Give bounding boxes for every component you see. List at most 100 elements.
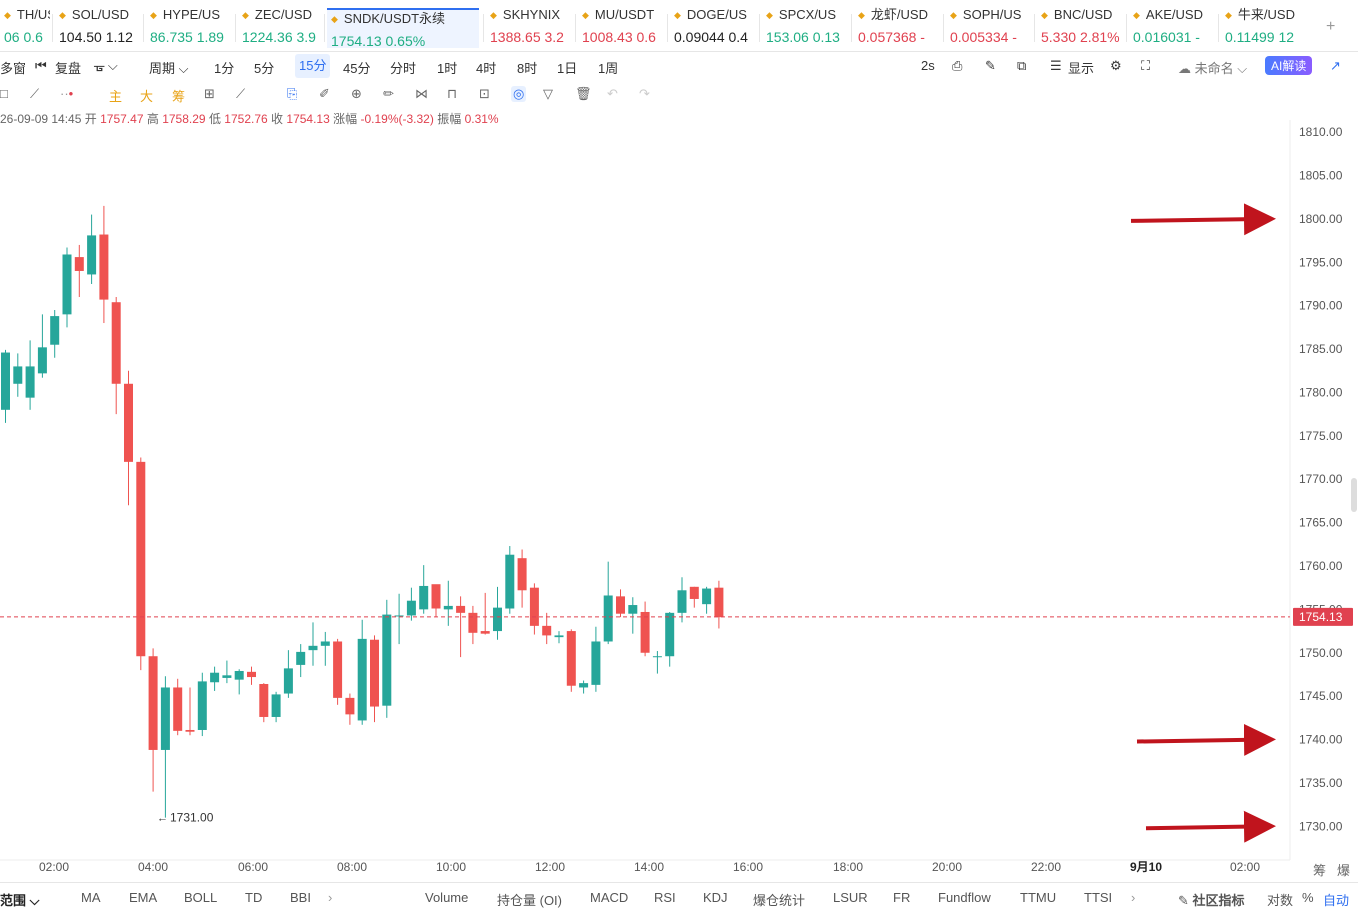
range-selector[interactable]: 范围 ⌵ — [0, 893, 40, 908]
community-indicators-button[interactable]: ✎ 社区指标 — [1178, 893, 1245, 908]
candlestick-chart[interactable]: 1810.00 1805.00 1800.00 1795.00 1790.00 1785.… — [0, 120, 1358, 880]
refresh-rate[interactable]: 2s — [921, 58, 935, 73]
sub-indicator-tab[interactable]: LSUR — [833, 890, 868, 905]
candle-body — [13, 366, 23, 384]
sub-indicator-tab[interactable]: MACD — [590, 890, 629, 905]
ticker-item[interactable]: ◆ SOPH/US 0.005334 - — [946, 6, 1031, 48]
main-indicator-tab[interactable]: EMA — [129, 890, 158, 905]
period-option[interactable]: 1周 — [598, 61, 619, 76]
sub-indicator-tab[interactable]: TTMU — [1020, 890, 1057, 905]
cloud-layout[interactable]: ☁ 未命名 ⌵ — [1178, 61, 1248, 76]
ticker-item[interactable]: ◆ MU/USDT 1008.43 0.6 — [578, 6, 663, 48]
camera-icon[interactable]: ⎙ — [952, 58, 963, 73]
sub-indicator-tab[interactable]: Fundflow — [938, 890, 991, 905]
period-menu[interactable]: 周期 ⌵ — [149, 61, 189, 76]
period-option[interactable]: 1时 — [437, 61, 458, 76]
chip-toggle[interactable]: 筹 — [172, 89, 186, 104]
main-chart-toggle[interactable]: 主 — [109, 89, 123, 104]
multi-window-button[interactable]: 多窗 — [0, 61, 27, 76]
share-icon[interactable]: ↗ — [1330, 58, 1341, 73]
period-option[interactable]: 4时 — [476, 61, 497, 76]
price-tick-label: 1790.00 — [1299, 299, 1343, 313]
ai-interpret-button[interactable]: AI解读 — [1265, 56, 1313, 75]
chip-corner-label[interactable]: 筹 — [1313, 863, 1327, 878]
rect-icon[interactable]: □ — [0, 86, 8, 101]
calc-icon[interactable]: ⊞ — [204, 86, 215, 101]
sub-indicator-tab[interactable]: 持仓量 (OI) — [497, 893, 562, 908]
zoom-icon[interactable]: ⊕ — [351, 86, 362, 101]
log-scale-toggle[interactable]: 对数 — [1267, 893, 1294, 908]
sub-indicator-tab[interactable]: Volume — [425, 890, 469, 905]
ruler-icon[interactable]: ✐ — [319, 86, 330, 101]
ticker-divider — [667, 14, 668, 42]
period-option[interactable]: 15分 — [295, 54, 331, 78]
auto-scale-toggle[interactable]: 自动 — [1323, 893, 1350, 908]
list-icon[interactable]: ☰ — [1050, 58, 1062, 73]
period-option[interactable]: 45分 — [343, 61, 371, 76]
sub-indicator-tab[interactable]: RSI — [654, 890, 676, 905]
price-tick-label: 1800.00 — [1299, 212, 1343, 226]
brush-icon[interactable]: ⟋ — [30, 86, 40, 101]
trash-icon[interactable]: 🗑 — [575, 86, 592, 101]
candle-body — [320, 641, 330, 646]
edit-icon[interactable]: ⊡ — [479, 86, 490, 101]
period-option[interactable]: 5分 — [254, 61, 275, 76]
ticker-symbol: SKHYNIX — [502, 7, 560, 22]
ticker-change: 3.2 — [544, 29, 564, 45]
measure-icon[interactable]: ⟋ — [236, 86, 246, 101]
filter-icon[interactable]: ▽ — [543, 86, 553, 101]
big-order-toggle[interactable]: 大 — [140, 89, 154, 104]
percent-scale-toggle[interactable]: % — [1302, 890, 1314, 905]
ticker-item[interactable]: ◆ TH/USD 06 0.6 — [0, 6, 50, 48]
pen-icon[interactable]: ✎ — [985, 58, 996, 73]
main-indicator-tab[interactable]: BBI — [290, 890, 311, 905]
candle-body — [431, 584, 441, 609]
period-option[interactable]: 8时 — [517, 61, 538, 76]
layout-name: 未命名 — [1194, 61, 1234, 76]
main-indicator-tab[interactable]: MA — [81, 890, 101, 905]
ticker-item[interactable]: ◆ BNC/USD 5.330 2.81% — [1037, 6, 1122, 48]
ticker-item[interactable]: ◆ 龙虾/USD 0.057368 - — [854, 6, 939, 48]
lock-icon[interactable]: ⊓ — [447, 86, 458, 101]
main-indicator-tab[interactable]: BOLL — [184, 890, 218, 905]
bookmark-icon[interactable]: ⎘ — [287, 86, 298, 101]
settings-icon[interactable]: ⚙ — [1110, 58, 1122, 73]
period-option[interactable]: 1日 — [557, 61, 578, 76]
magnet-icon[interactable]: ⋈ — [415, 86, 428, 101]
redo-icon[interactable]: ↷ — [639, 86, 650, 101]
candle-body — [197, 681, 207, 730]
display-button[interactable]: 显示 — [1068, 61, 1095, 76]
ticker-item[interactable]: ◆ SNDK/USDT永续 1754.13 0.65% — [327, 8, 479, 49]
add-ticker-icon[interactable]: + — [1326, 18, 1336, 35]
sub-indicator-tab[interactable]: FR — [893, 890, 911, 905]
sub-indicator-tab[interactable]: TTSI — [1084, 890, 1113, 905]
sub-indicator-tab[interactable]: 爆仓统计 — [753, 893, 806, 908]
draw-icon[interactable]: ✏ — [383, 86, 394, 101]
ticker-item[interactable]: ◆ 牛来/USD 0.11499 12 — [1221, 6, 1306, 48]
sub-indicator-tab[interactable]: KDJ — [703, 890, 728, 905]
diamond-icon: ◆ — [242, 10, 249, 20]
fullscreen-icon[interactable]: ⛶ — [1141, 58, 1151, 73]
period-option[interactable]: 分时 — [390, 61, 417, 76]
ticker-item[interactable]: ◆ SOL/USD 104.50 1.12 — [55, 6, 140, 48]
burst-corner-label[interactable]: 爆 — [1337, 863, 1351, 878]
eye-icon[interactable]: ◎ — [511, 86, 527, 102]
popout-icon[interactable]: ⧉ — [1017, 58, 1027, 73]
ticker-item[interactable]: ◆ AKE/USD 0.016031 - — [1129, 6, 1214, 48]
ticker-change: 12 — [1278, 29, 1295, 45]
ticker-item[interactable]: ◆ DOGE/US 0.09044 0.4 — [670, 6, 755, 48]
replay-icon[interactable]: ⏮ — [35, 58, 47, 73]
main-indicator-more-icon[interactable]: › — [328, 890, 333, 905]
more-dots-icon[interactable]: ··• — [60, 86, 74, 101]
main-indicator-tab[interactable]: TD — [245, 890, 263, 905]
candle-type-icon[interactable]: ᚗ ⌵ — [94, 58, 118, 73]
ticker-item[interactable]: ◆ ZEC/USD 1224.36 3.9 — [238, 6, 323, 48]
replay-button[interactable]: 复盘 — [55, 61, 82, 76]
ticker-item[interactable]: ◆ HYPE/US 86.735 1.89 — [146, 6, 231, 48]
sub-indicator-more-icon[interactable]: › — [1131, 890, 1136, 905]
ticker-item[interactable]: ◆ SKHYNIX 1388.65 3.2 — [486, 6, 571, 48]
ticker-item[interactable]: ◆ SPCX/US 153.06 0.13 — [762, 6, 847, 48]
period-option[interactable]: 1分 — [214, 61, 235, 76]
undo-icon[interactable]: ↶ — [607, 86, 618, 101]
scrollbar-handle[interactable] — [1351, 478, 1357, 512]
